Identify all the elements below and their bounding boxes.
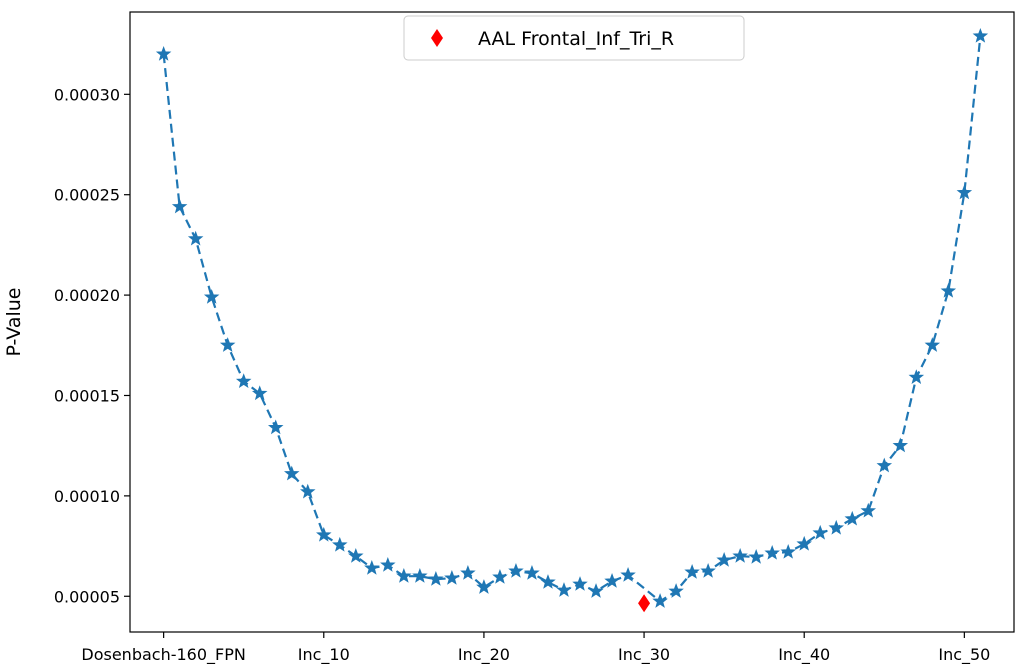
data-point-star (892, 437, 909, 453)
data-point-star (412, 568, 428, 583)
data-point-star (684, 564, 700, 579)
data-point-star (428, 571, 444, 586)
legend-label: AAL Frontal_Inf_Tri_R (478, 28, 674, 50)
data-point-star (716, 551, 732, 567)
data-point-star (235, 373, 252, 389)
data-point-star (492, 569, 508, 584)
data-point-star (444, 570, 460, 585)
x-tick-label: Inc_30 (618, 645, 670, 665)
y-tick-label: 0.00030 (54, 85, 120, 104)
data-point-star (908, 369, 925, 385)
data-point-star (267, 419, 284, 435)
data-point-star (620, 567, 636, 582)
data-point-star (876, 457, 893, 473)
data-point-star (924, 337, 941, 352)
y-axis-label: P-Value (3, 288, 25, 357)
data-point-star (940, 282, 957, 298)
data-point-star (668, 583, 684, 598)
data-point-star (476, 579, 492, 594)
data-point-star (556, 582, 572, 597)
x-tick-label: Inc_40 (778, 645, 830, 665)
data-point-star (332, 536, 348, 552)
data-point-star (508, 563, 524, 578)
data-point-star (844, 510, 860, 526)
x-tick-label: Dosenbach-160_FPN (81, 645, 245, 665)
data-point-star (780, 543, 796, 559)
data-point-star (396, 568, 412, 583)
highlight-point-diamond (638, 594, 651, 613)
data-point-star (251, 385, 268, 401)
data-point-star (828, 519, 844, 535)
data-point-star (284, 465, 300, 481)
data-point-star (748, 548, 764, 564)
x-tick-label: Inc_10 (298, 645, 350, 665)
data-point-star (300, 483, 316, 499)
legend-marker-diamond (431, 29, 443, 47)
data-point-star (652, 593, 668, 608)
y-axis: 0.00005 0.00010 0.00015 0.00020 0.00025 0.000… (54, 85, 130, 606)
data-point-star (764, 544, 780, 560)
data-point-star (155, 46, 172, 61)
data-point-star (732, 547, 748, 563)
data-point-star (860, 502, 877, 518)
x-axis: Dosenbach-160_FPN Inc_10 Inc_20 Inc_30 Inc_4… (81, 632, 990, 665)
data-point-star (171, 198, 188, 214)
axes-frame (129, 11, 1015, 633)
data-point-star (364, 560, 380, 575)
data-point-star (796, 535, 812, 551)
data-point-star (972, 27, 989, 43)
y-tick-label: 0.00025 (54, 186, 120, 205)
data-point-star (203, 288, 220, 304)
data-point-star (380, 556, 396, 572)
y-tick-label: 0.00015 (54, 386, 120, 405)
data-point-star (348, 547, 364, 563)
data-point-star (604, 573, 620, 588)
legend: AAL Frontal_Inf_Tri_R (403, 15, 745, 61)
data-point-star (540, 574, 556, 589)
y-tick-label: 0.00010 (54, 487, 120, 506)
data-point-star (572, 576, 588, 591)
data-point-star (219, 337, 236, 352)
data-point-star (700, 563, 716, 578)
data-point-star (524, 565, 540, 580)
data-point-star (956, 184, 973, 200)
y-tick-label: 0.00005 (54, 587, 120, 606)
plot-frame (129, 11, 1015, 633)
x-tick-label: Inc_50 (938, 645, 990, 665)
series-layer (155, 27, 989, 613)
data-point-star (187, 230, 204, 246)
y-tick-label: 0.00020 (54, 286, 120, 305)
data-point-star (588, 583, 604, 598)
data-point-star (812, 524, 828, 540)
data-point-star (460, 565, 476, 580)
legend-box (403, 15, 745, 61)
data-point-star (316, 526, 332, 542)
x-tick-label: Inc_20 (458, 645, 510, 665)
